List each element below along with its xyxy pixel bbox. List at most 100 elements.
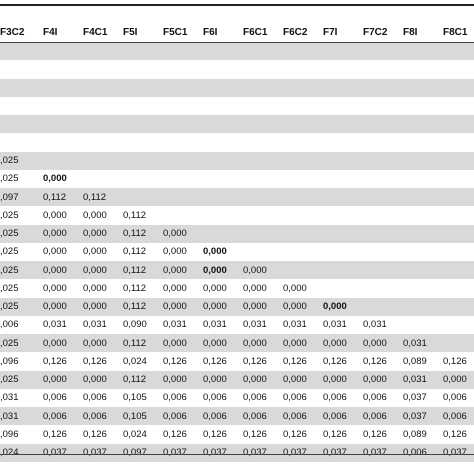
table-cell <box>0 60 39 79</box>
table-row: ,025 0,000 0,000 0,112 <box>0 206 474 225</box>
table-cell <box>199 133 239 152</box>
table-cell <box>159 115 199 134</box>
table-cell: ,025 <box>0 242 39 261</box>
table-cell: 0,006 <box>319 407 359 426</box>
table-cell <box>279 78 319 97</box>
table-cell: 0,000 <box>359 370 399 389</box>
table-cell: 0,112 <box>119 279 159 298</box>
table-row: ,025 0,000 0,000 0,112 0,000 0,000 <box>0 242 474 261</box>
table-cell <box>319 133 359 152</box>
column-header: F5I <box>123 27 138 38</box>
table-cell <box>279 206 319 225</box>
table-cell: 0,006 <box>279 407 319 426</box>
table-cell <box>239 242 279 261</box>
table-cell: 0,006 <box>159 388 199 407</box>
table-cell: 0,037 <box>159 443 199 462</box>
table-cell <box>199 60 239 79</box>
table-cell: 0,126 <box>319 352 359 371</box>
table-cell: 0,112 <box>119 297 159 316</box>
table-cell: 0,037 <box>199 443 239 462</box>
table-cell <box>319 42 359 61</box>
table-cell <box>239 188 279 207</box>
header-rule <box>0 42 474 43</box>
table-cell <box>39 78 79 97</box>
table-cell: ,025 <box>0 261 39 280</box>
table-cell: ,025 <box>0 224 39 243</box>
table-cell: 0,126 <box>199 425 239 444</box>
table-cell: 0,006 <box>199 407 239 426</box>
table-cell <box>319 78 359 97</box>
table-cell: 0,000 <box>199 370 239 389</box>
table-cell: 0,000 <box>319 297 359 316</box>
table-cell <box>0 78 39 97</box>
table-cell: 0,031 <box>79 315 119 334</box>
table-body: ,025,025 0,000,097 0,112 0,112,025 0,000 0,00… <box>0 42 474 462</box>
table-cell <box>79 78 119 97</box>
table-cell <box>239 206 279 225</box>
table-cell: 0,006 <box>199 388 239 407</box>
table-row: ,025 0,000 0,000 0,112 0,000 <box>0 224 474 243</box>
column-header: F7I <box>323 27 338 38</box>
table-cell <box>359 42 399 61</box>
table-cell: 0,031 <box>199 315 239 334</box>
table-cell <box>0 115 39 134</box>
table-cell <box>359 206 399 225</box>
table-cell: 0,126 <box>359 352 399 371</box>
table-cell: 0,006 <box>279 388 319 407</box>
table-cell: 0,112 <box>119 261 159 280</box>
table-cell: 0,126 <box>39 352 79 371</box>
table-cell: 0,126 <box>239 352 279 371</box>
table-cell <box>439 42 474 61</box>
table-row: ,025 0,000 0,000 0,112 0,000 0,000 0,000 0,000 0… <box>0 334 474 353</box>
table-cell <box>79 96 119 115</box>
table-cell: 0,000 <box>79 279 119 298</box>
table-cell <box>399 224 439 243</box>
table-cell <box>359 60 399 79</box>
table-cell: 0,031 <box>399 370 439 389</box>
table-cell <box>319 188 359 207</box>
table-cell <box>399 151 439 170</box>
table-cell <box>279 169 319 188</box>
table-cell <box>79 42 119 61</box>
table-cell <box>199 115 239 134</box>
table-cell <box>199 96 239 115</box>
table-cell: 0,126 <box>279 425 319 444</box>
table-cell <box>319 206 359 225</box>
table-cell <box>159 42 199 61</box>
table-cell: 0,105 <box>119 388 159 407</box>
table-cell: 0,097 <box>119 443 159 462</box>
table-cell: 0,126 <box>439 352 474 371</box>
column-header: F8C1 <box>443 27 468 38</box>
table-cell: 0,112 <box>79 188 119 207</box>
table-cell <box>239 78 279 97</box>
table-cell <box>39 151 79 170</box>
table-cell <box>439 78 474 97</box>
table-cell <box>319 115 359 134</box>
table-cell: 0,000 <box>199 242 239 261</box>
column-header: F4I <box>43 27 58 38</box>
table-cell: 0,000 <box>199 297 239 316</box>
table-cell: 0,000 <box>79 261 119 280</box>
table-cell: 0,000 <box>239 297 279 316</box>
table-cell: 0,006 <box>399 443 439 462</box>
table-cell <box>359 242 399 261</box>
table-cell: 0,000 <box>279 370 319 389</box>
table-row: ,025 0,000 <box>0 169 474 188</box>
table-cell: 0,037 <box>279 443 319 462</box>
table-cell: 0,006 <box>79 388 119 407</box>
table-cell: 0,126 <box>239 425 279 444</box>
table-cell <box>359 96 399 115</box>
table-cell <box>359 169 399 188</box>
table-cell <box>279 188 319 207</box>
table-cell: 0,006 <box>239 407 279 426</box>
table-row: ,025 0,000 0,000 0,112 0,000 0,000 0,000 0,000 0… <box>0 370 474 389</box>
table-cell <box>399 297 439 316</box>
table-cell <box>399 242 439 261</box>
table-row <box>0 133 474 152</box>
table-cell <box>319 261 359 280</box>
table-cell <box>79 151 119 170</box>
table-cell <box>119 133 159 152</box>
table-cell <box>239 42 279 61</box>
table-cell: 0,000 <box>79 297 119 316</box>
table-cell: 0,031 <box>39 315 79 334</box>
